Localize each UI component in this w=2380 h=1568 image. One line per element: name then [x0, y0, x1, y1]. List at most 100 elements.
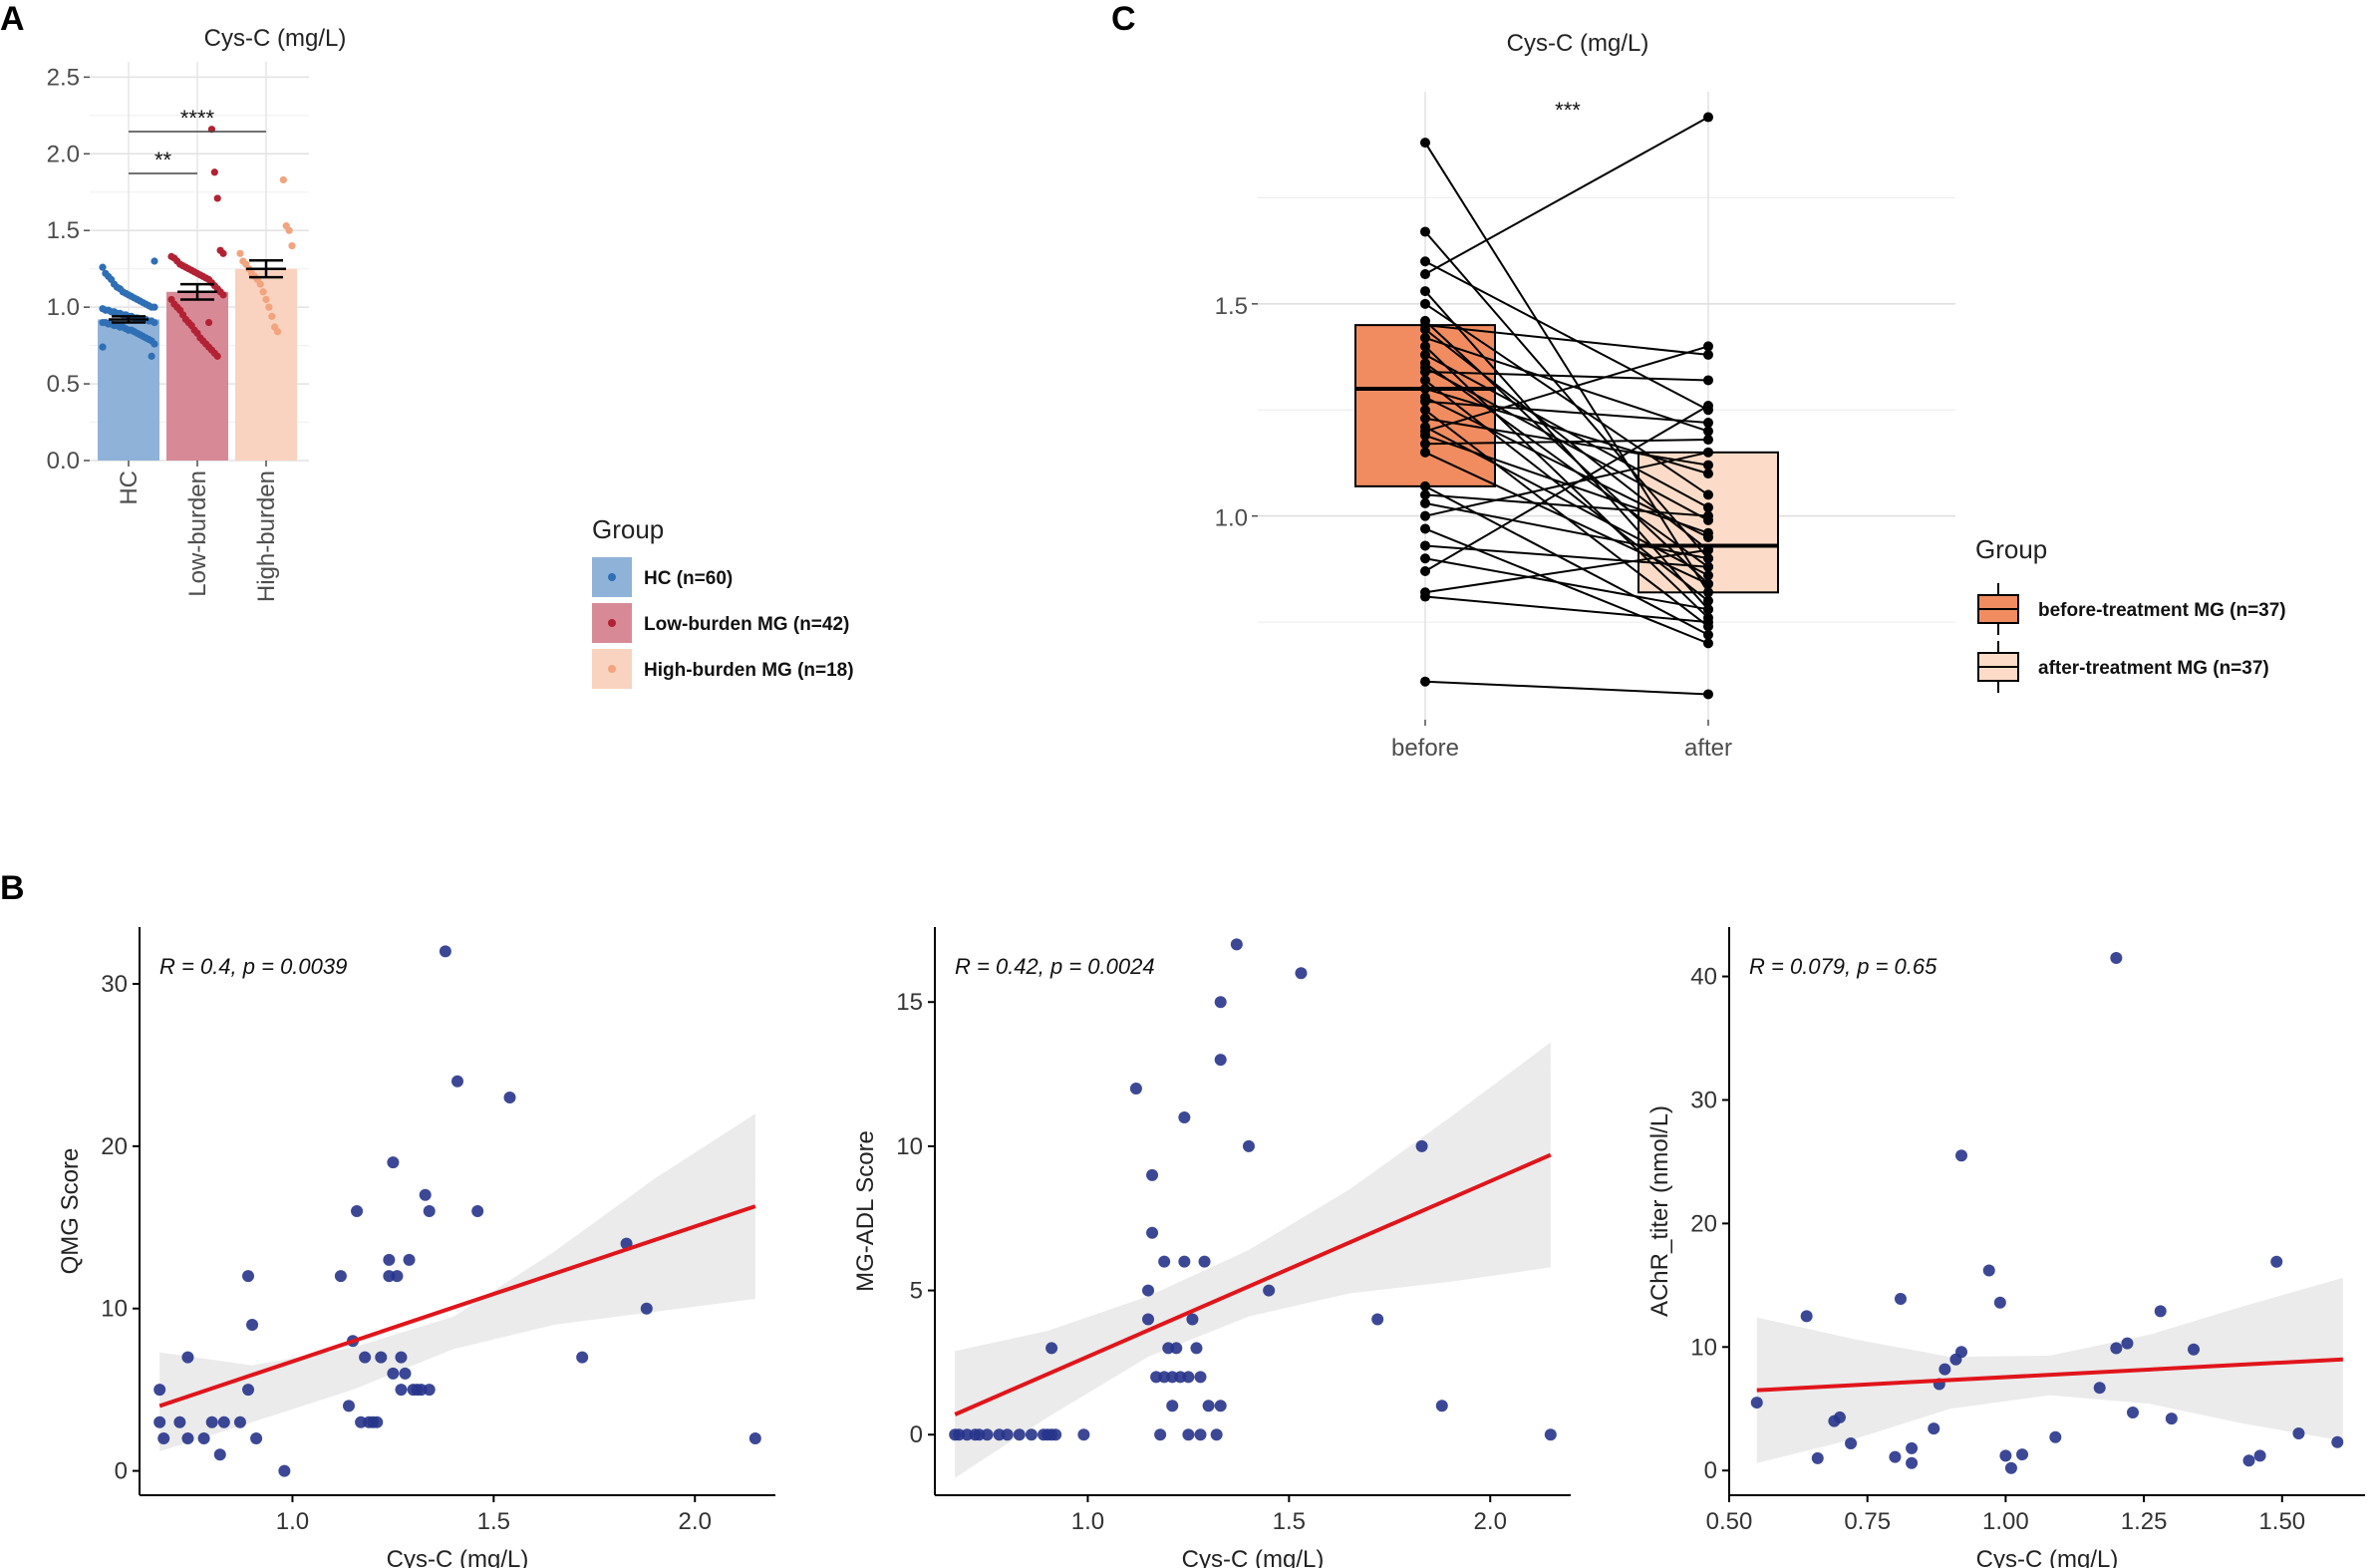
paired-line [1424, 451, 1709, 517]
paired-line [1424, 501, 1709, 560]
achr-x-tick-label: 1.25 [2121, 1508, 2168, 1535]
point-before [1420, 375, 1430, 386]
achr-point [2093, 1382, 2106, 1395]
point-before [1420, 341, 1430, 352]
qmg-y-axis-title: QMG Score [57, 1148, 84, 1275]
paired-line [1424, 362, 1709, 568]
qmg-y-tick-label: 10 [101, 1296, 128, 1323]
point-hc [150, 257, 158, 265]
qmg-point [375, 1351, 388, 1364]
point-high-burden [239, 257, 247, 265]
point-before [1420, 269, 1430, 280]
qmg-point [640, 1302, 653, 1315]
point-after [1703, 527, 1713, 538]
paired-line [1424, 439, 1709, 446]
mgadl-point [1415, 1139, 1428, 1152]
paired-line [1424, 595, 1709, 624]
mgadl-point [1182, 1428, 1195, 1441]
point-before [1420, 497, 1430, 508]
qmg-point [387, 1156, 400, 1169]
point-before [1420, 349, 1430, 360]
mgadl-point [1154, 1428, 1167, 1441]
point-after [1703, 595, 1713, 606]
achr-x-tick-label: 0.75 [1844, 1508, 1891, 1535]
mgadl-point [1077, 1428, 1090, 1441]
qmg-regression-line [158, 1204, 756, 1409]
mgadl-point [1146, 1168, 1159, 1181]
mgadl-point [1142, 1313, 1155, 1326]
achr-point [1811, 1451, 1824, 1464]
bar-low-burden [166, 291, 228, 461]
mgadl-point [1142, 1284, 1155, 1297]
point-after [1703, 469, 1713, 479]
paired-line [1424, 345, 1709, 433]
qmg-point [399, 1367, 412, 1380]
panel-a-error-bars [109, 258, 286, 324]
point-low-burden [167, 295, 175, 304]
panel-a-y-ticks: 0.0 0.5 1.0 1.5 2.0 2.5 [47, 64, 90, 474]
achr-point [2110, 1342, 2123, 1355]
achr-point [1999, 1449, 2012, 1462]
paired-line [1424, 366, 1709, 521]
mgadl-point [1194, 1371, 1207, 1384]
mgadl-point [1214, 996, 1227, 1009]
qmg-y-tick-label: 0 [115, 1458, 128, 1485]
point-before [1420, 430, 1430, 441]
mgadl-point [981, 1428, 994, 1441]
mgadl-y-tick-label: 10 [896, 1133, 923, 1160]
paired-line [1424, 548, 1709, 594]
point-after [1703, 629, 1713, 640]
panel-c-x-tick-label: after [1684, 735, 1732, 762]
mgadl-point [1178, 1110, 1191, 1123]
qmg-point [359, 1351, 372, 1364]
paired-line [1424, 400, 1709, 425]
point-after [1703, 375, 1713, 386]
qmg-point [233, 1415, 246, 1428]
mgadl-point [1194, 1428, 1207, 1441]
mgadl-point [1182, 1371, 1195, 1384]
paired-line [1424, 557, 1709, 611]
mgadl-point [1013, 1428, 1026, 1441]
point-before [1420, 396, 1430, 407]
qmg-point [419, 1188, 432, 1201]
mgadl-point [1186, 1313, 1199, 1326]
paired-line [1424, 320, 1709, 585]
point-after [1703, 401, 1713, 411]
point-before [1420, 138, 1430, 149]
mgadl-y-tick-label: 0 [910, 1421, 923, 1448]
qmg-point [576, 1351, 589, 1364]
paired-line [1424, 260, 1709, 412]
legend-label-after: after-treatment MG (n=37) [2038, 658, 2269, 679]
panel-a-legend: Group HC (n=60) Low-burden MG (n=42) Hig… [592, 514, 854, 689]
qmg-point [423, 1384, 436, 1397]
panel-a-legend-title: Group [592, 514, 664, 544]
achr-point [2016, 1448, 2029, 1461]
point-before [1420, 298, 1430, 309]
panel-a-bars [98, 268, 297, 461]
qmg-point [217, 1415, 230, 1428]
achr-point [2188, 1343, 2201, 1356]
qmg-point [153, 1384, 166, 1397]
point-before [1420, 256, 1430, 267]
qmg-point [471, 1205, 484, 1217]
point-after [1703, 604, 1713, 615]
point-after [1703, 349, 1713, 360]
qmg-correlation-annotation: R = 0.4, p = 0.0039 [159, 954, 347, 979]
qmg-point [748, 1432, 761, 1444]
qmg-x-tick-label: 1.0 [276, 1508, 309, 1535]
achr-point [2242, 1454, 2255, 1467]
qmg-point [451, 1075, 463, 1088]
legend-label-before: before-treatment MG (n=37) [2038, 600, 2286, 621]
point-hc [148, 352, 155, 360]
achr-point [2331, 1435, 2344, 1448]
point-high-burden [279, 175, 287, 184]
point-before [1420, 540, 1430, 551]
qmg-point [351, 1205, 364, 1217]
point-after [1703, 514, 1713, 525]
panel-b-letter: B [0, 869, 25, 907]
point-before [1420, 523, 1430, 534]
qmg-point [391, 1270, 404, 1283]
panel-c-legend-title: Group [1975, 534, 2047, 564]
achr-point [1955, 1149, 1968, 1162]
